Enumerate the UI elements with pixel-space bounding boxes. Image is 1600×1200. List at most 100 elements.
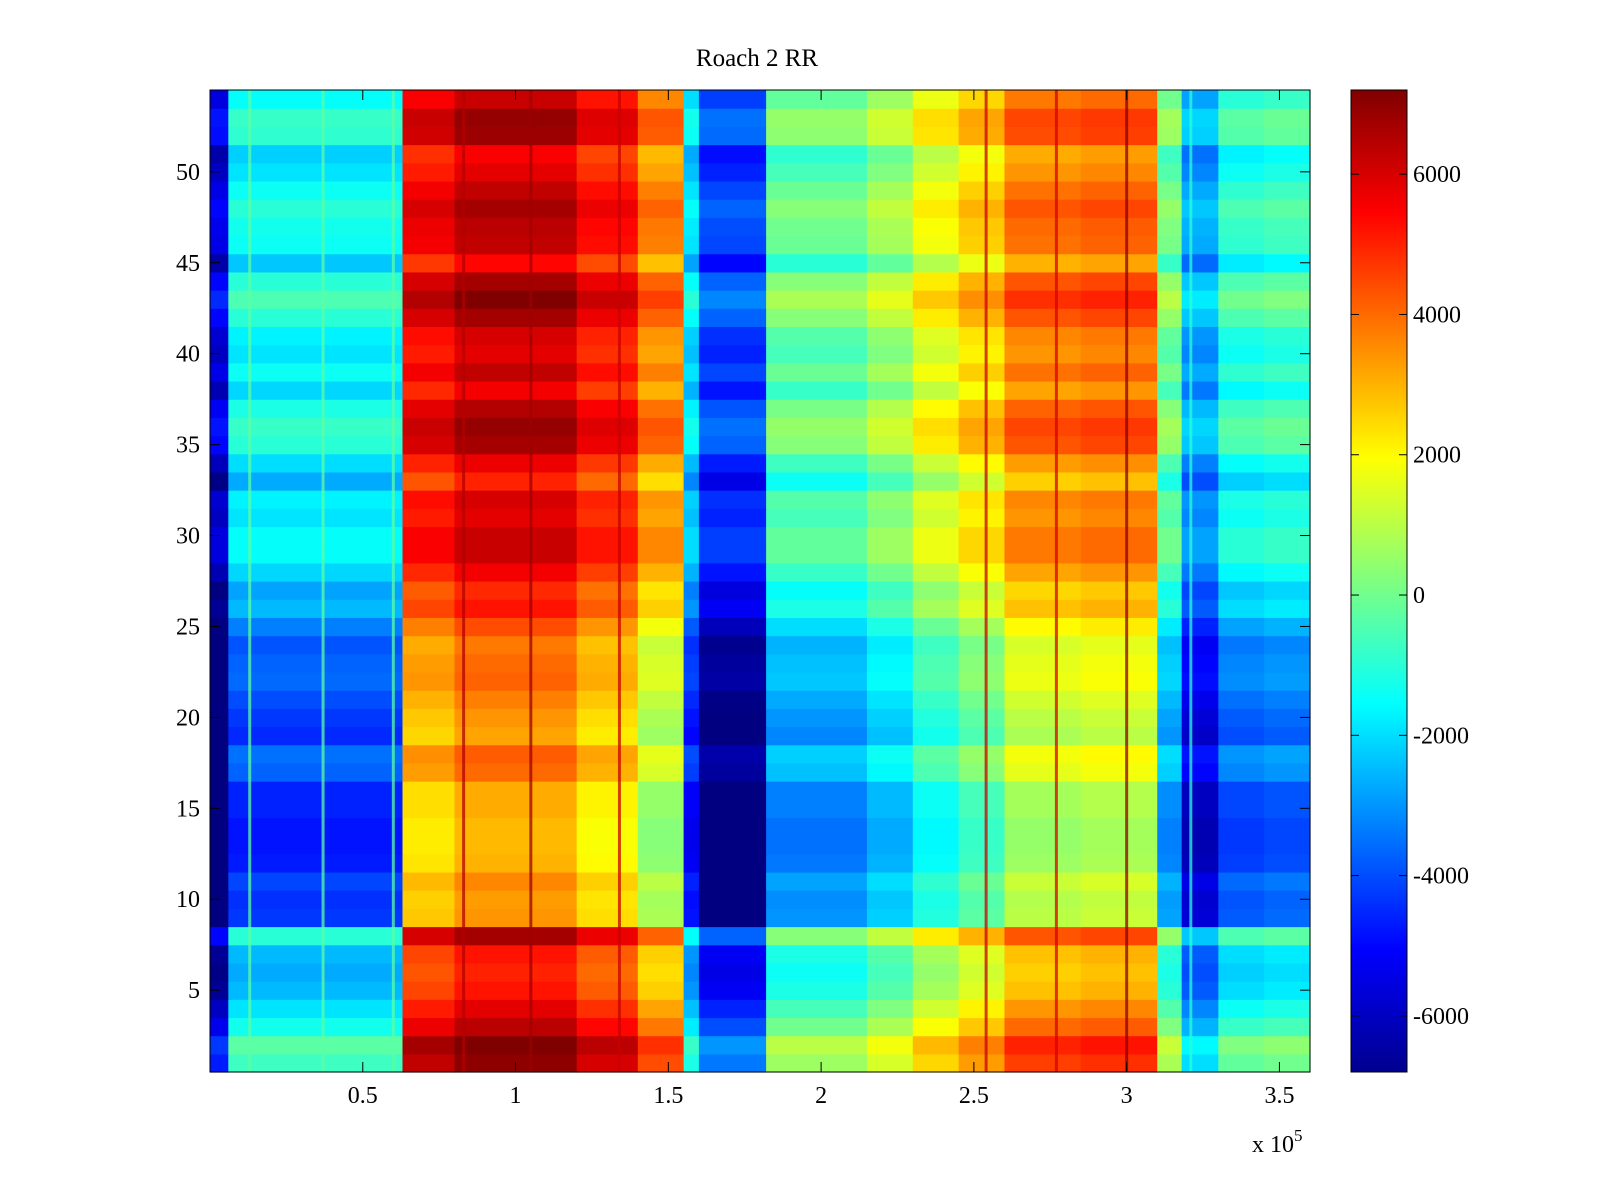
heatmap-cell xyxy=(228,90,404,109)
heatmap-cell xyxy=(402,435,456,455)
heatmap-cell xyxy=(1004,417,1082,437)
heatmap-cell xyxy=(958,453,1006,473)
heatmap-cell xyxy=(210,508,229,528)
heatmap-cell xyxy=(1264,399,1311,418)
heatmap-cell xyxy=(454,617,578,637)
heatmap-cell xyxy=(1004,762,1082,782)
heatmap-cell xyxy=(912,308,960,328)
heatmap-cell xyxy=(210,471,229,491)
heatmap-cell xyxy=(228,308,404,328)
heatmap-cell xyxy=(1080,890,1158,909)
heatmap-cell xyxy=(576,599,639,618)
heatmap-cell xyxy=(1218,708,1265,728)
heatmap-cell xyxy=(576,399,639,418)
heatmap-cell xyxy=(454,271,578,291)
heatmap-cell xyxy=(228,890,404,909)
heatmap-cell xyxy=(912,435,960,455)
heatmap-cell xyxy=(958,799,1006,819)
heatmap-cell xyxy=(1181,926,1219,946)
heatmap-cell xyxy=(1157,308,1183,328)
heatmap-cell xyxy=(1004,271,1082,291)
heatmap-cell xyxy=(958,235,1006,255)
heatmap-cell xyxy=(766,508,868,528)
heatmap-cell xyxy=(1157,799,1183,819)
heatmap-cell xyxy=(1264,671,1311,691)
heatmap-cell xyxy=(912,799,960,819)
heatmap-cell xyxy=(866,435,914,455)
heatmap-cell xyxy=(1080,962,1158,982)
heatmap-cell xyxy=(228,671,404,691)
heatmap-cell xyxy=(698,853,767,873)
heatmap-cell xyxy=(1264,1053,1311,1073)
heatmap-cell xyxy=(402,690,456,709)
heatmap-cell xyxy=(1218,1053,1265,1073)
heatmap-cell xyxy=(1080,799,1158,819)
heatmap-cell xyxy=(210,380,229,400)
heatmap-cell xyxy=(454,435,578,455)
heatmap-cell xyxy=(402,708,456,728)
heatmap-cell xyxy=(402,799,456,819)
heatmap-cell xyxy=(454,871,578,891)
heatmap-cell xyxy=(402,762,456,782)
heatmap-cell xyxy=(576,581,639,600)
heatmap-cell xyxy=(1264,708,1311,728)
heatmap-cell xyxy=(454,908,578,928)
heatmap-cell xyxy=(683,944,700,964)
heatmap-cell xyxy=(766,581,868,600)
heatmap-cell xyxy=(1080,926,1158,946)
heatmap-cell xyxy=(228,708,404,728)
heatmap-cell xyxy=(866,199,914,218)
heatmap-cell xyxy=(912,671,960,691)
heatmap-cell xyxy=(228,962,404,982)
heatmap-cell xyxy=(1004,344,1082,364)
heatmap-cell xyxy=(912,853,960,873)
heatmap-cell xyxy=(1157,326,1183,346)
heatmap-cell xyxy=(683,526,700,546)
heatmap-cell xyxy=(698,326,767,346)
heatmap-cell xyxy=(637,544,685,564)
heatmap-cell xyxy=(454,471,578,491)
heatmap-cell xyxy=(454,726,578,746)
heatmap-cell xyxy=(228,726,404,746)
heatmap-cell xyxy=(1157,108,1183,127)
y-axis: 5 10 15 20 25 30 35 40 45 50 xyxy=(176,160,1310,1004)
heatmap-cell xyxy=(766,562,868,582)
heatmap-cell xyxy=(866,817,914,837)
heatmap-cell xyxy=(1181,871,1219,891)
heatmap-cell xyxy=(454,417,578,437)
heatmap-cell xyxy=(1080,490,1158,509)
heatmap-cell xyxy=(866,890,914,909)
heatmap-cell xyxy=(1181,508,1219,528)
heatmap-cell xyxy=(228,853,404,873)
heatmap-cell xyxy=(912,253,960,273)
heatmap-cell xyxy=(576,944,639,964)
heatmap-cell xyxy=(1181,271,1219,291)
heatmap-cell xyxy=(912,835,960,855)
heatmap-cell xyxy=(576,671,639,691)
heatmap-cell xyxy=(1157,235,1183,255)
heatmap-cell xyxy=(958,908,1006,928)
heatmap-cell xyxy=(698,399,767,418)
heatmap-cell xyxy=(1157,417,1183,437)
heatmap-cell xyxy=(1218,562,1265,582)
heatmap-cell xyxy=(1264,690,1311,709)
heatmap-cell xyxy=(228,508,404,528)
heatmap-cell xyxy=(210,562,229,582)
heatmap-cell xyxy=(1157,362,1183,382)
heatmap-cell xyxy=(1080,180,1158,200)
heatmap-cell xyxy=(1080,126,1158,146)
heatmap-cell xyxy=(1218,835,1265,855)
heatmap-cell xyxy=(683,671,700,691)
heatmap-cell xyxy=(683,326,700,346)
heatmap-cell xyxy=(228,690,404,709)
heatmap-cell xyxy=(766,253,868,273)
colorbar-tick-label: 6000 xyxy=(1413,162,1461,188)
heatmap-cell xyxy=(683,999,700,1019)
heatmap-cell xyxy=(766,490,868,509)
heatmap-cell xyxy=(576,490,639,509)
heatmap-cell xyxy=(912,199,960,218)
heatmap-cell xyxy=(210,90,229,109)
heatmap-cell xyxy=(210,1035,229,1055)
heatmap-cell xyxy=(1181,490,1219,509)
heatmap-cell xyxy=(1264,417,1311,437)
